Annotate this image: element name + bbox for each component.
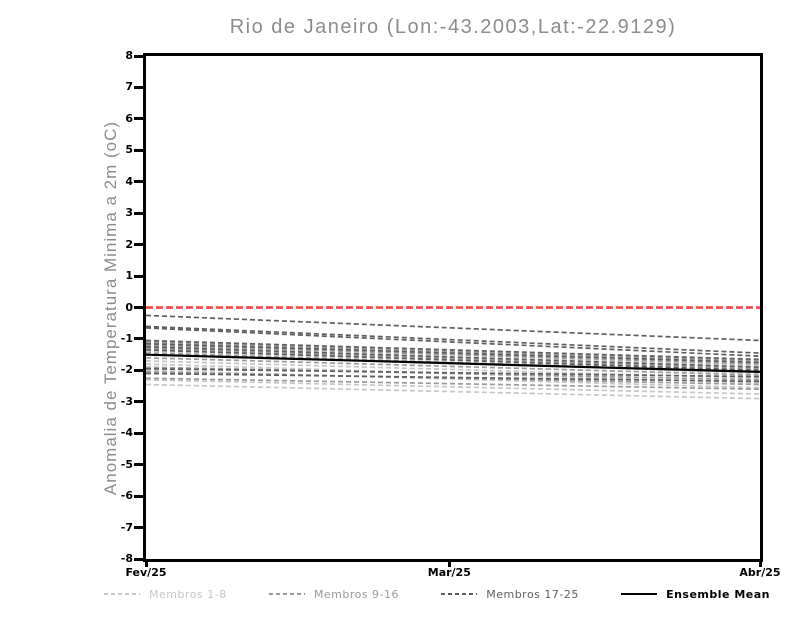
y-tick-label: -4 [120,426,133,440]
y-tick-mark [134,306,143,309]
member-line [146,349,760,372]
x-tick-mark [144,562,148,567]
y-tick-label: -1 [120,331,133,345]
y-tick-label: -6 [120,489,133,503]
y-tick-mark [134,526,143,530]
member-line [146,342,760,364]
member-line [146,378,760,395]
y-tick-label: 6 [125,111,133,125]
y-tick-mark [134,337,143,341]
legend-label: Membros 17-25 [486,587,579,601]
x-tick-label: Mar/25 [427,566,471,579]
y-tick-label: -3 [120,394,133,408]
y-tick-label: 4 [125,174,133,188]
y-tick-label: 2 [125,237,133,251]
y-tick-label: 5 [125,143,133,157]
y-tick-mark [134,211,143,215]
member-line [146,360,760,380]
member-line [146,367,760,378]
y-tick-label: 1 [125,269,133,283]
y-tick-label: -2 [120,363,133,377]
legend-label: Membros 1-8 [149,587,227,601]
x-tick-mark [758,562,762,567]
y-tick-mark [134,148,143,152]
y-tick-mark [134,400,143,404]
member-line [146,341,760,362]
y-tick-mark [134,180,143,184]
dashed-line-sample [104,593,140,595]
x-tick-mark [447,562,451,567]
x-tick-label: Fev/25 [125,566,167,579]
member-line [146,383,760,400]
legend-item: Membros 1-8 [104,588,227,601]
y-tick-mark [134,54,143,58]
y-tick-mark [134,431,143,435]
y-tick-mark [134,368,143,372]
member-line [146,339,760,361]
x-tick-label: Abr/25 [739,566,781,579]
member-line [146,327,760,358]
legend-item: Ensemble Mean [621,588,770,601]
ensemble-lines-plot [146,306,760,400]
legend-label: Membros 9-16 [313,587,400,601]
y-tick-label: 3 [125,206,133,220]
member-line [146,347,760,370]
dashed-line-sample [441,593,478,595]
legend: Membros 1-8 Membros 9-16 Membros 17-25 Ense… [104,586,770,602]
y-tick-mark [134,117,143,121]
member-line [146,377,760,391]
ensemble-mean-line [146,353,760,373]
solid-line-sample [621,593,658,595]
y-tick-label: -5 [120,457,133,471]
member-line [146,325,760,354]
y-tick-mark [134,463,143,467]
member-line [146,345,760,369]
member-line [146,344,760,365]
chart-title: Rio de Janeiro (Lon:-43.2003,Lat:-22.912… [229,16,677,38]
y-tick-mark [134,494,143,498]
y-tick-mark [134,557,143,561]
legend-label: Ensemble Mean [666,587,770,601]
y-tick-label: 8 [125,49,133,62]
legend-item: Membros 17-25 [441,588,579,601]
plot-area [143,53,763,562]
y-tick-label: -8 [120,552,133,565]
dashed-line-sample [268,593,305,595]
y-tick-label: 0 [125,300,133,314]
y-tick-mark [134,85,143,89]
member-line [146,372,760,383]
y-tick-label: -7 [120,520,133,534]
legend-item: Membros 9-16 [268,587,400,601]
y-tick-mark [134,243,143,247]
y-tick-label: 7 [125,80,133,94]
y-tick-mark [134,274,143,278]
member-line [146,314,760,342]
member-line [146,356,760,376]
